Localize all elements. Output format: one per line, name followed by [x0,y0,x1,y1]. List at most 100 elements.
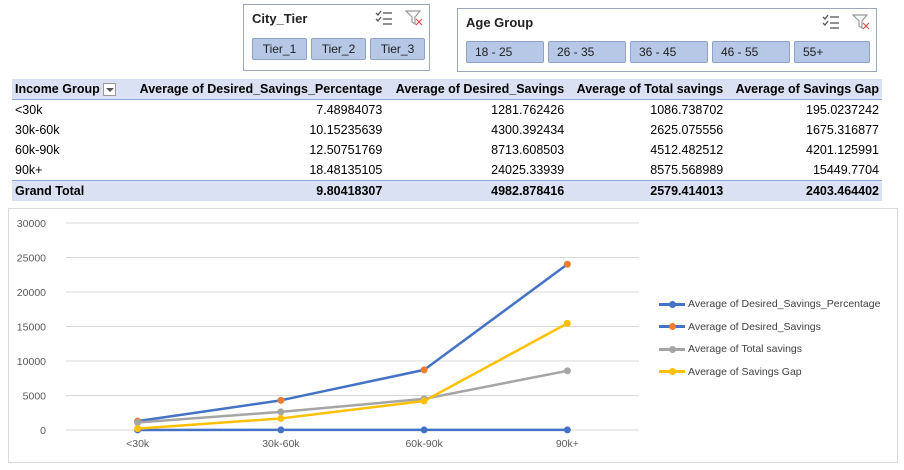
y-tick-label: 5000 [23,391,47,403]
legend-label: Average of Desired_Savings [688,320,821,333]
data-point [420,397,428,405]
filter-dropdown-icon[interactable] [102,83,116,97]
grand-total-value: 2579.414013 [567,180,727,201]
cell-value: 8575.568989 [650,163,724,177]
legend-item: Average of Total savings [659,338,880,361]
y-tick-label: 15000 [17,322,46,334]
slicer-item-46-55[interactable]: 46 - 55 [712,41,790,63]
x-tick-label: 90k+ [556,438,579,450]
cell-value: 15449.7704 [812,163,879,177]
y-tick-label: 25000 [17,253,46,265]
data-point [134,425,142,433]
data-point [277,426,285,434]
slicer-item-26-35[interactable]: 26 - 35 [548,41,626,63]
slicer-item-tier-3[interactable]: Tier_3 [370,38,425,60]
cell-value: 12.50751769 [309,143,383,157]
legend-marker [669,368,676,376]
cell-value: 1675.316877 [806,123,879,137]
col-header-desired-savings: Average of Desired_Savings [385,79,568,100]
row-label[interactable]: 30k-60k [15,123,60,137]
slicer-item-55-plus[interactable]: 55+ [794,41,870,63]
data-point [420,426,428,434]
cell-value: 195.0237242 [806,103,879,117]
cell-value: 24025.33939 [491,163,565,177]
cell-value: 7.48984073 [316,103,383,117]
x-tick-label: <30k [126,438,150,450]
legend-marker [669,300,676,308]
cell-value: 2625.075556 [650,123,724,137]
col-header-total-savings: Average of Total savings [567,79,727,100]
chart-plot-area: 0 5000 10000 15000 20000 25000 30000 <30k 30k-60… [17,218,639,450]
legend-label: Average of Desired_Savings_Percentage [688,298,881,311]
series-line [137,263,569,423]
row-label-header-text: Income Group [15,81,100,96]
col-header-savings-gap: Average of Savings Gap [726,79,882,100]
age-group-slicer-tools [822,13,870,31]
legend-swatch [659,345,685,353]
col-header-desired-savings-percentage: Average of Desired_Savings_Percentage [126,79,386,100]
grand-total-value: 2403.464402 [726,180,882,201]
data-point [277,414,285,422]
legend-item: Average of Desired_Savings_Percentage [659,293,880,316]
clear-filter-icon[interactable] [405,9,423,27]
x-tick-label: 60k-90k [405,438,443,450]
data-point [563,260,571,268]
data-point [563,426,571,434]
legend-swatch [659,368,685,376]
legend-item: Average of Savings Gap [659,361,880,384]
multi-select-icon[interactable] [375,9,393,27]
chart-legend: Average of Desired_Savings_Percentage Ave… [659,293,880,383]
data-point [420,366,428,374]
y-tick-label: 0 [40,425,46,437]
row-label[interactable]: 90k+ [15,163,43,177]
data-point [277,408,285,416]
row-label[interactable]: <30k [15,103,43,117]
clear-filter-icon[interactable] [852,13,870,31]
cell-value: 4300.392434 [491,123,565,137]
legend-swatch [659,300,685,308]
data-point [563,319,571,327]
cell-value: 4201.125991 [806,143,879,157]
legend-marker [669,345,676,353]
cell-value: 18.48135105 [309,163,383,177]
row-label[interactable]: 60k-90k [15,143,60,157]
table-row: 60k-90k 12.50751769 8713.608503 4512.482… [12,140,882,160]
slicer-item-tier-1[interactable]: Tier_1 [252,38,307,60]
grand-total-value: 9.80418307 [126,180,386,201]
series-line [137,369,568,424]
pivot-header-row: Income Group Average of Desired_Savings_… [12,79,882,100]
pivot-table: Income Group Average of Desired_Savings_… [12,79,882,201]
table-row: <30k 7.48984073 1281.762426 1086.738702 … [12,100,882,121]
legend-swatch [659,323,685,331]
grand-total-label: Grand Total [12,180,126,201]
legend-label: Average of Savings Gap [688,365,802,378]
grand-total-row: Grand Total 9.80418307 4982.878416 2579.… [12,180,882,201]
cell-value: 1281.762426 [491,103,565,117]
city-tier-slicer-title: City_Tier [252,11,308,26]
cell-value: 10.15235639 [309,123,383,137]
age-group-slicer: Age Group 18 - 25 26 - 35 36 - 45 46 - 5… [457,8,877,72]
row-label-header: Income Group [12,79,126,100]
multi-select-icon[interactable] [822,13,840,31]
legend-label: Average of Total savings [688,343,803,356]
legend-marker [669,323,676,331]
age-group-slicer-title: Age Group [466,15,534,30]
table-row: 90k+ 18.48135105 24025.33939 8575.568989… [12,160,882,181]
cell-value: 8713.608503 [491,143,565,157]
y-tick-label: 20000 [17,287,46,299]
city-tier-slicer: City_Tier Tier_1 Tier_2 Tier_3 [243,4,430,71]
grand-total-value: 4982.878416 [385,180,568,201]
slicer-item-18-25[interactable]: 18 - 25 [466,41,544,63]
cell-value: 1086.738702 [650,103,724,117]
data-point [563,367,571,375]
x-tick-label: 30k-60k [262,438,300,450]
slicer-item-tier-2[interactable]: Tier_2 [311,38,366,60]
slicer-item-36-45[interactable]: 36 - 45 [630,41,708,63]
table-row: 30k-60k 10.15235639 4300.392434 2625.075… [12,120,882,140]
y-tick-label: 30000 [17,218,46,230]
series-line [137,322,568,430]
data-point [134,419,142,427]
line-chart[interactable]: 0 5000 10000 15000 20000 25000 30000 <30k 30k-60… [8,208,898,463]
legend-item: Average of Desired_Savings [659,316,880,339]
city-tier-slicer-tools [375,9,423,27]
